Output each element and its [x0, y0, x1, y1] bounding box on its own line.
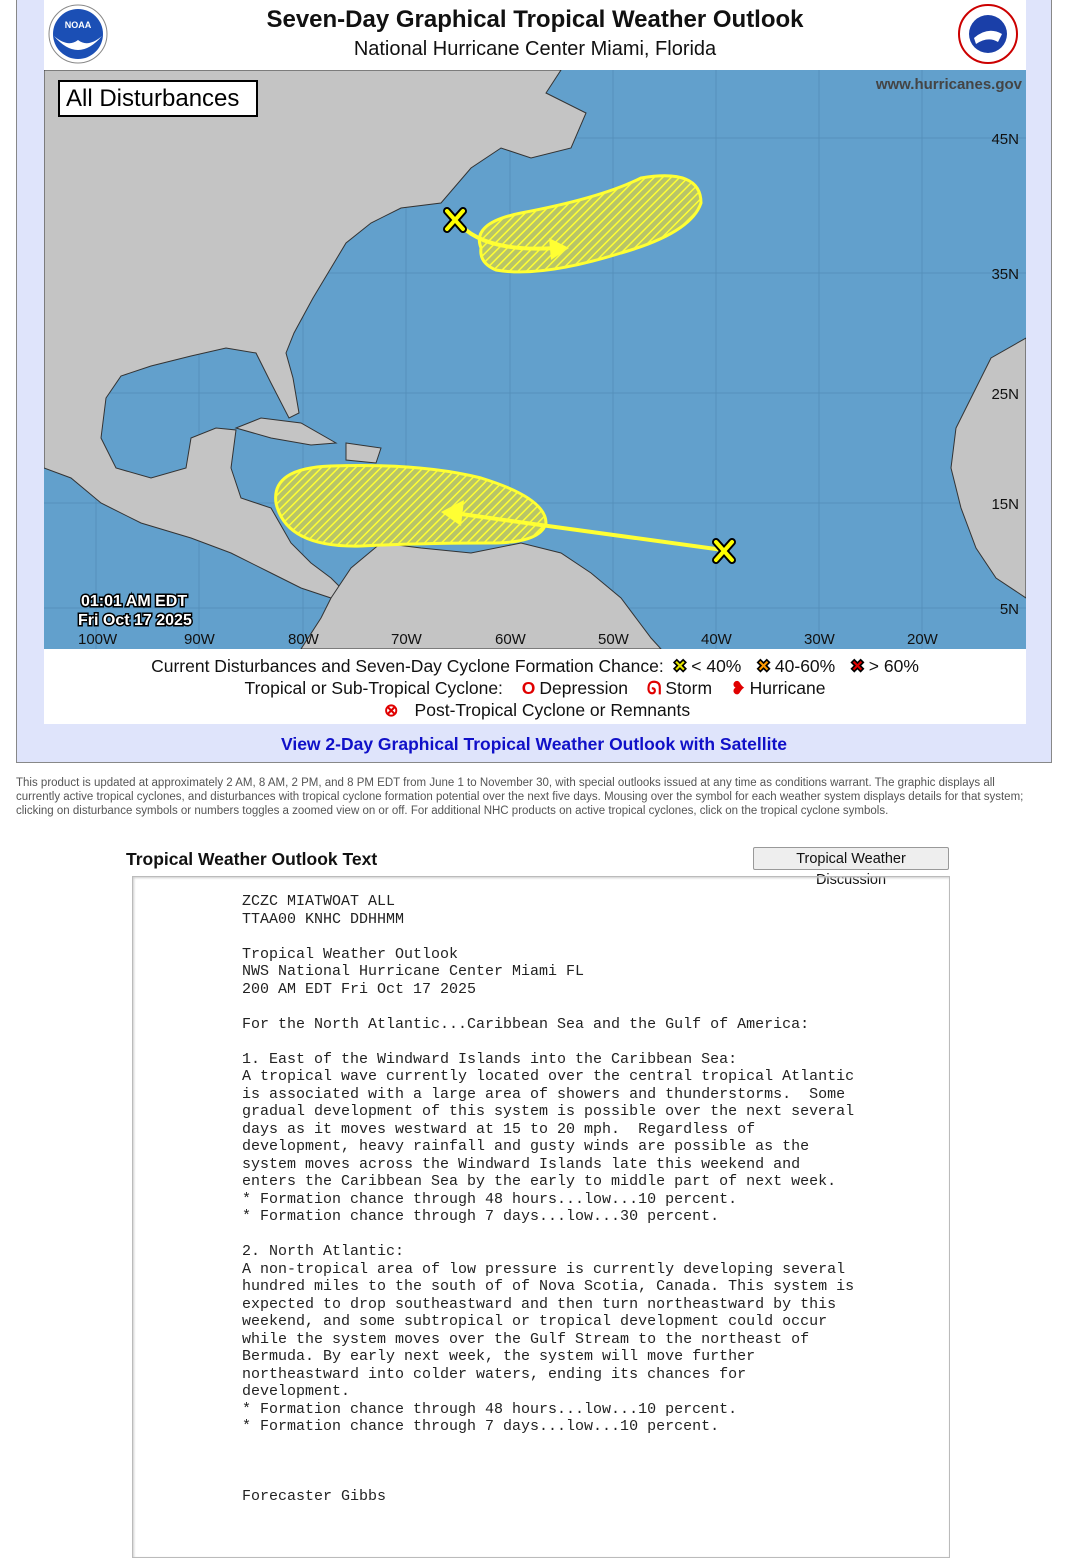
lon-label: 80W — [288, 631, 320, 648]
storm-icon: ᘏ — [646, 678, 662, 698]
outlook-graphic-panel: NOAA Seven-Day Graphical Tropical Weathe… — [16, 0, 1052, 763]
medium-chance-x-icon: ✖ — [756, 656, 772, 677]
legend-medium: 40-60% — [774, 656, 836, 676]
map-label: All Disturbances — [66, 85, 239, 112]
noaa-logo: NOAA — [48, 4, 108, 64]
map-svg[interactable]: All Disturbances www.hurricanes.gov 01:0… — [44, 70, 1026, 649]
land-north-america — [44, 70, 587, 599]
legend-cyclone-label: Tropical or Sub-Tropical Cyclone: — [244, 678, 503, 698]
tropical-weather-discussion-button[interactable]: Tropical Weather Discussion — [753, 847, 949, 888]
map-date: Fri Oct 17 2025 — [78, 612, 192, 629]
land-hispaniola — [345, 442, 382, 464]
lon-label: 90W — [184, 631, 216, 648]
lon-label: 70W — [391, 631, 423, 648]
map-label-box — [58, 80, 258, 117]
land-africa — [950, 337, 1026, 599]
lon-label: 20W — [907, 631, 939, 648]
lat-label: 5N — [1000, 601, 1019, 618]
legend-high: > 60% — [868, 656, 919, 676]
disturbance-2-arrowhead — [549, 238, 569, 260]
outlook-text: ZCZC MIATWOAT ALL TTAA00 KNHC DDHHMM Tro… — [242, 893, 855, 1505]
page-title: Seven-Day Graphical Tropical Weather Out… — [266, 6, 804, 33]
lon-labels: 100W 90W 80W 70W 60W 50W 40W 30W 20W — [78, 631, 939, 648]
disturbance-1-marker-x-icon[interactable] — [712, 538, 736, 564]
legend-hurricane: Hurricane — [749, 678, 826, 698]
legend-depression: Depression — [539, 678, 628, 698]
low-chance-x-icon: ✖ — [672, 656, 688, 677]
depression-icon: O — [521, 678, 536, 698]
post-tropical-icon: ⊗ — [383, 700, 399, 720]
nws-logo — [958, 4, 1018, 64]
lon-label: 30W — [804, 631, 836, 648]
lat-label: 35N — [991, 266, 1019, 283]
high-chance-x-icon: ✖ — [850, 656, 866, 677]
lon-label: 40W — [701, 631, 733, 648]
disturbance-1-arrowhead — [441, 500, 464, 526]
disturbance-2-marker-x-icon[interactable] — [443, 207, 467, 233]
view-2day-outlook-link[interactable]: View 2-Day Graphical Tropical Weather Ou… — [280, 734, 788, 754]
lat-label: 45N — [991, 131, 1019, 148]
outlook-text-box[interactable]: ZCZC MIATWOAT ALL TTAA00 KNHC DDHHMM Tro… — [132, 876, 950, 1558]
legend-storm: Storm — [665, 678, 713, 698]
lon-label: 60W — [495, 631, 527, 648]
map-time: 01:01 AM EDT — [81, 593, 187, 610]
disturbance-1-area[interactable] — [274, 464, 548, 548]
land-cuba — [234, 417, 338, 446]
outlook-graphic: NOAA Seven-Day Graphical Tropical Weathe… — [44, 0, 1026, 724]
lon-label: 100W — [78, 631, 118, 648]
lon-label: 50W — [598, 631, 630, 648]
legend-formation-label: Current Disturbances and Seven-Day Cyclo… — [151, 656, 664, 676]
lat-label: 25N — [991, 386, 1019, 403]
map-legend: Current Disturbances and Seven-Day Cyclo… — [44, 652, 1026, 726]
outlook-text-title: Tropical Weather Outlook Text — [126, 849, 378, 869]
hurricane-icon: ❥ — [730, 678, 746, 698]
lat-label: 15N — [991, 496, 1019, 513]
disturbance-1-track-arrow — [460, 512, 724, 552]
lat-labels: 45N 35N 25N 15N 5N — [991, 131, 1019, 618]
page-subtitle: National Hurricane Center Miami, Florida — [353, 38, 717, 60]
svg-text:NOAA: NOAA — [65, 20, 92, 30]
website-label: www.hurricanes.gov — [875, 76, 1023, 93]
outlook-map[interactable]: All Disturbances www.hurricanes.gov 01:0… — [44, 70, 1026, 649]
legend-post-tropical: Post-Tropical Cyclone or Remnants — [414, 700, 691, 720]
legend-low: < 40% — [691, 656, 742, 676]
product-note: This product is updated at approximately… — [16, 777, 1024, 817]
